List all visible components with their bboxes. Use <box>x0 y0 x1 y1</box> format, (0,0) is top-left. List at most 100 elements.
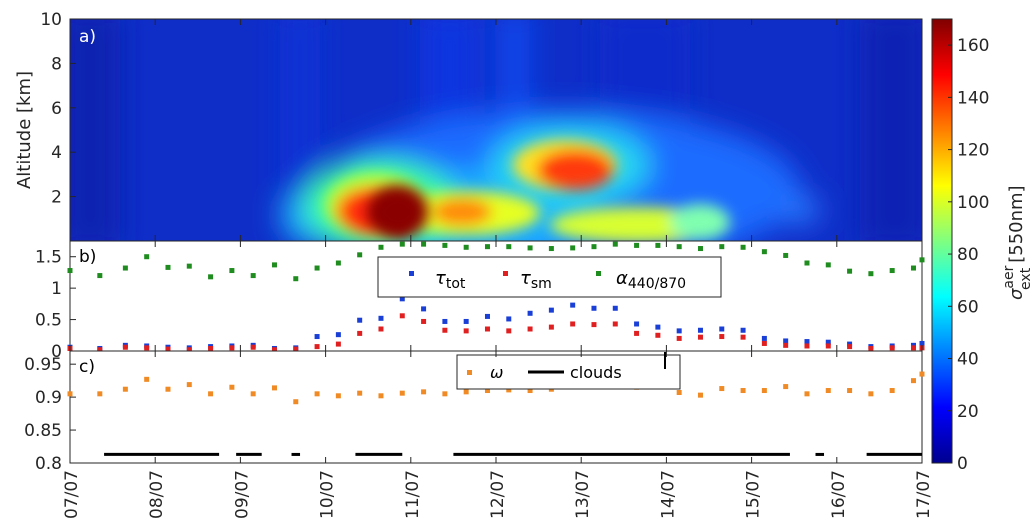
point-τ-tot <box>719 326 725 332</box>
colorbar-tick-label: 140 <box>957 88 989 108</box>
panel-a-y-label: Altitude [km] <box>14 71 35 189</box>
x-tick-label: 07/07 <box>62 470 82 519</box>
point-α-440/870 <box>399 241 405 247</box>
x-tick-label: 13/07 <box>573 470 593 519</box>
point-τ-tot <box>655 324 661 330</box>
point-omega <box>335 393 341 399</box>
point-α-440/870 <box>889 268 895 274</box>
point-τ-tot <box>634 321 640 327</box>
point-α-440/870 <box>314 265 320 271</box>
point-omega <box>783 384 789 390</box>
legend-clouds: clouds <box>570 363 622 382</box>
point-α-440/870 <box>783 252 789 258</box>
panel-c-label: c) <box>79 357 95 377</box>
point-α-440/870 <box>165 264 171 270</box>
point-α-440/870 <box>186 263 192 269</box>
legend-marker-omega <box>467 370 472 375</box>
point-τ-sm <box>378 326 384 332</box>
legend-tau-sm: τsm <box>520 268 552 292</box>
point-τ-sm <box>506 328 512 334</box>
point-τ-tot <box>697 327 703 333</box>
point-τ-sm <box>442 327 448 333</box>
point-omega <box>67 391 73 397</box>
point-α-440/870 <box>250 273 256 279</box>
point-omega <box>825 388 831 394</box>
point-τ-tot <box>421 306 427 312</box>
panel-c-y-tick-label: 0.85 <box>24 421 62 441</box>
point-τ-sm <box>740 334 746 340</box>
point-τ-tot <box>548 307 554 313</box>
point-τ-sm <box>399 313 405 319</box>
colorbar-tick-label: 60 <box>957 297 979 317</box>
point-α-440/870 <box>378 244 384 250</box>
legend-alpha: α440/870 <box>616 268 686 292</box>
point-omega <box>271 385 277 391</box>
point-τ-tot <box>740 327 746 333</box>
point-τ-sm <box>186 347 192 353</box>
point-τ-tot <box>570 302 576 308</box>
point-τ-tot <box>910 342 916 348</box>
colorbar-ticks: 0 20 40 60 80 100 120 140 160 <box>948 36 989 474</box>
point-α-440/870 <box>357 252 363 258</box>
point-τ-sm <box>335 341 341 347</box>
panel-b-legend: τtot τsm α440/870 <box>377 256 722 298</box>
panel-a-y-tick-label: 10 <box>40 10 62 30</box>
point-omega <box>314 391 320 397</box>
point-τ-sm <box>463 328 469 334</box>
point-τ-sm <box>484 326 490 332</box>
point-α-440/870 <box>335 260 341 266</box>
point-τ-sm <box>208 345 214 351</box>
panel-c-legend: ω clouds <box>456 354 681 390</box>
colorbar-tick-label: 120 <box>957 141 989 161</box>
x-tick-label: 12/07 <box>488 470 508 519</box>
legend-omega: ω <box>490 363 503 382</box>
point-omega <box>868 391 874 397</box>
point-τ-sm <box>527 326 533 332</box>
x-tick-label: 16/07 <box>829 470 849 519</box>
point-α-440/870 <box>421 241 427 247</box>
point-τ-sm <box>634 330 640 336</box>
panel-a: 2 4 6 8 10 Altitude [km] a) <box>14 10 923 242</box>
colorbar: 0 20 40 60 80 100 120 140 160 σaerext[550nm] <box>931 18 1032 474</box>
point-α-440/870 <box>612 241 618 247</box>
point-omega <box>847 388 853 394</box>
point-τ-sm <box>570 321 576 327</box>
point-τ-tot <box>612 305 618 311</box>
point-omega <box>719 386 725 392</box>
panel-b-points <box>67 241 925 353</box>
point-omega <box>144 376 150 382</box>
panel-b-label: b) <box>79 247 96 267</box>
point-α-440/870 <box>122 265 128 271</box>
panel-a-y-tick-label: 6 <box>51 99 62 119</box>
point-α-440/870 <box>271 262 277 268</box>
x-tick-label: 17/07 <box>914 470 934 519</box>
x-axis-ticks: 07/07 08/07 09/07 10/07 11/07 12/07 13/07 14/07… <box>62 19 934 519</box>
point-α-440/870 <box>442 242 448 248</box>
point-τ-tot <box>442 318 448 324</box>
point-τ-sm <box>97 347 103 353</box>
point-τ-sm <box>144 345 150 351</box>
point-α-440/870 <box>804 260 810 266</box>
point-τ-sm <box>910 345 916 351</box>
point-τ-tot <box>591 305 597 311</box>
point-τ-tot <box>761 335 767 341</box>
panel-b-y-tick-label: 1.5 <box>35 248 62 268</box>
point-τ-sm <box>868 345 874 351</box>
point-omega <box>186 382 192 388</box>
colorbar-tick-label: 0 <box>957 454 968 474</box>
panel-c-y-tick-label: 0.8 <box>35 454 62 474</box>
point-α-440/870 <box>591 244 597 250</box>
point-omega <box>122 386 128 392</box>
point-α-440/870 <box>97 273 103 279</box>
point-τ-tot <box>506 316 512 322</box>
point-omega <box>889 388 895 394</box>
point-omega <box>208 391 214 397</box>
point-α-440/870 <box>570 245 576 251</box>
point-τ-sm <box>421 318 427 324</box>
panel-b-y-tick-label: 0 <box>51 342 62 362</box>
point-α-440/870 <box>634 242 640 248</box>
point-omega <box>919 371 925 377</box>
point-omega <box>357 390 363 396</box>
legend-tau-tot: τtot <box>435 268 466 292</box>
